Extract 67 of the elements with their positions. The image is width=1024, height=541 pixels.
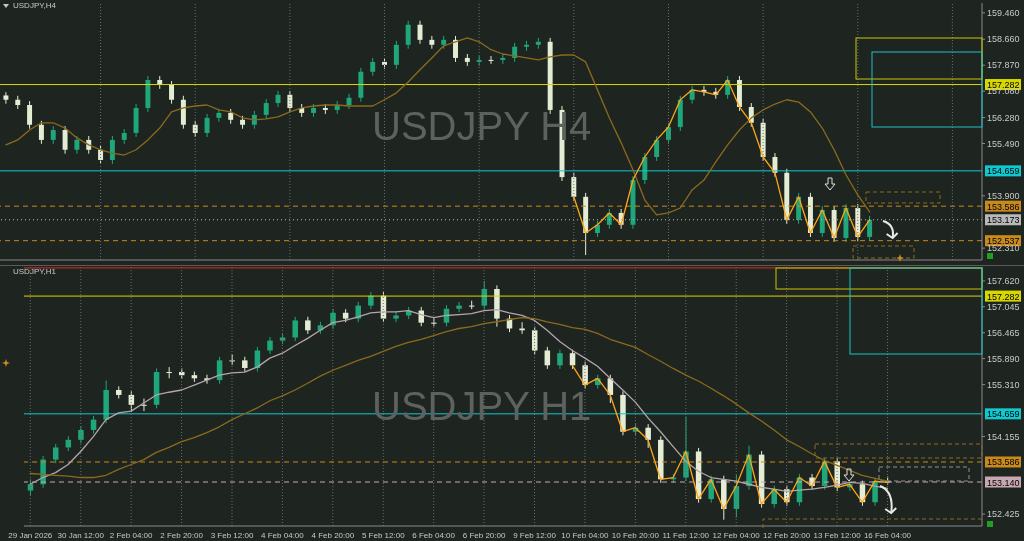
x-tick-label: 30 Jan 12:00 [57,530,105,540]
x-tick-label: 6 Feb 04:00 [412,530,456,540]
y-tick-label: 155.890 [987,353,1020,364]
y-tick-label: 157.870 [987,60,1020,71]
x-tick-label: 2 Feb 20:00 [160,530,204,540]
candlestick [519,321,525,335]
y-tick-label: 154.155 [987,431,1020,442]
x-tick-label: 4 Feb 20:00 [311,530,355,540]
x-tick-label: 12 Feb 04:00 [712,530,761,540]
candlestick [216,108,222,123]
candlestick [38,120,44,145]
candlestick [393,40,399,70]
candlestick [867,215,873,242]
ref-line-label: 153.586 [987,457,1020,468]
candlestick [654,135,660,162]
ref-line-label: 157.282 [987,291,1020,302]
ref-line-label: 154.659 [987,409,1020,420]
y-tick-label: 159.460 [987,8,1020,19]
chart-title: USDJPY,H1 [13,267,56,276]
x-tick-label: 3 Feb 12:00 [210,530,254,540]
x-tick-label: 4 Feb 04:00 [261,530,305,540]
candlestick [267,336,273,355]
candlestick [62,125,68,155]
y-tick-label: 152.425 [987,509,1020,520]
candlestick [263,98,269,120]
candlestick [52,443,59,464]
ref-line-label: 153.586 [987,201,1020,212]
candlestick [204,113,210,138]
x-tick-label: 6 Feb 20:00 [462,530,506,540]
x-tick-label: 10 Feb 04:00 [561,530,610,540]
candlestick [109,135,115,165]
ref-line-label: 153.173 [987,215,1020,226]
x-tick-label: 13 Feb 12:00 [813,530,862,540]
chart-title: USDJPY,H4 [13,1,56,10]
candlestick [3,91,9,105]
x-tick-label: 16 Feb 04:00 [863,530,912,540]
y-tick-label: 155.310 [987,379,1020,390]
candlestick [27,100,33,130]
y-tick-label: 155.490 [987,138,1020,149]
x-tick-label: 2 Feb 04:00 [109,530,154,540]
line-series [5,37,871,216]
ref-line-label: 153.140 [987,477,1020,488]
candlestick [405,20,411,50]
y-tick-label: 158.660 [987,34,1020,45]
x-tick-label: 29 Jan 2026 [8,530,53,540]
candlestick [453,35,458,63]
y-tick-label: 157.045 [987,301,1020,312]
candlestick [569,349,576,370]
candlestick [169,80,175,105]
candlestick [166,366,172,379]
x-tick-label: 5 Feb 12:00 [361,530,406,540]
x-tick-label: 11 Feb 12:00 [662,530,710,540]
y-tick-label: 157.620 [987,276,1020,287]
candlestick [393,311,399,323]
x-tick-label: 10 Feb 20:00 [611,530,660,540]
candlestick [141,398,147,412]
ref-line-label: 154.659 [987,166,1020,177]
y-tick-label: 153.900 [987,191,1020,202]
y-tick-label: 156.465 [987,327,1020,338]
candlestick [544,346,551,370]
y-tick-label: 156.280 [987,112,1020,123]
candlestick [557,349,563,370]
candlestick [456,301,462,313]
x-tick-label: 12 Feb 20:00 [763,530,811,540]
candlestick [275,90,281,108]
candlestick [292,316,298,342]
x-tick-label: 9 Feb 12:00 [513,530,557,540]
